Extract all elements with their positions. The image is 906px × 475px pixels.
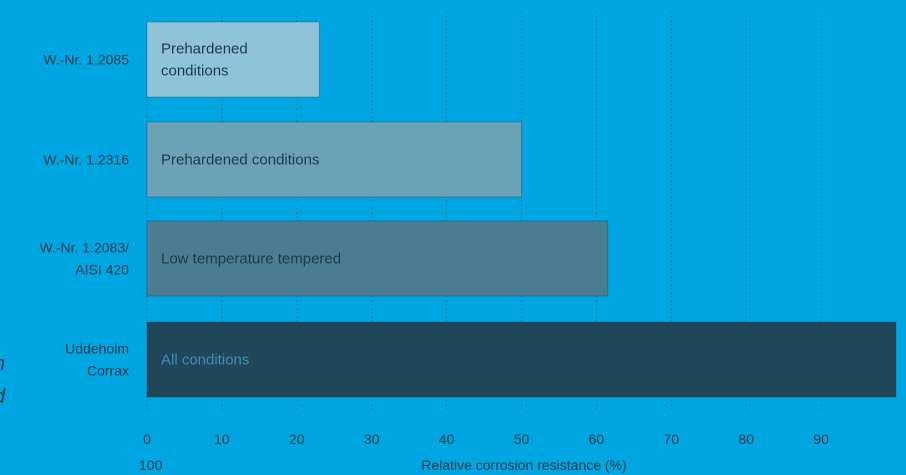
x-tick-label: 0 <box>143 431 151 447</box>
edge-text-fragment: d <box>0 386 5 409</box>
edge-text-fragment: n <box>0 353 5 376</box>
bar <box>146 220 609 297</box>
x-tick-label: 30 <box>364 431 380 447</box>
x-tick-label: 90 <box>813 431 829 447</box>
bar-label: Low temperature tempered <box>161 251 341 268</box>
category-label: W.-Nr. 1.2085 <box>43 52 129 68</box>
category-label: Uddeholm Corrax <box>65 341 129 379</box>
x-tick-label: 10 <box>214 431 230 447</box>
bar <box>146 21 320 98</box>
bar-label: Prehardened conditions <box>161 152 319 169</box>
bar <box>146 321 897 398</box>
x-tick-label: 70 <box>664 431 680 447</box>
category-label: W.-Nr. 1.2316 <box>43 152 129 168</box>
x-tick-label: 100 <box>139 457 163 473</box>
bar-label: Prehardened conditions <box>161 41 248 80</box>
x-axis-label: Relative corrosion resistance (%) <box>421 457 626 473</box>
bar <box>146 121 522 198</box>
bar-label: All conditions <box>161 352 249 369</box>
x-tick-label: 50 <box>514 431 530 447</box>
category-label: W.-Nr. 1.2083/AISI 420 <box>40 240 130 278</box>
x-tick-label: 80 <box>738 431 754 447</box>
x-tick-label: 20 <box>289 431 305 447</box>
x-tick-label: 60 <box>589 431 605 447</box>
x-tick-label: 40 <box>439 431 455 447</box>
